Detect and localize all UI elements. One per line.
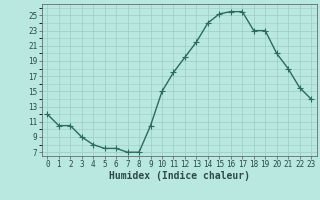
X-axis label: Humidex (Indice chaleur): Humidex (Indice chaleur) — [109, 171, 250, 181]
